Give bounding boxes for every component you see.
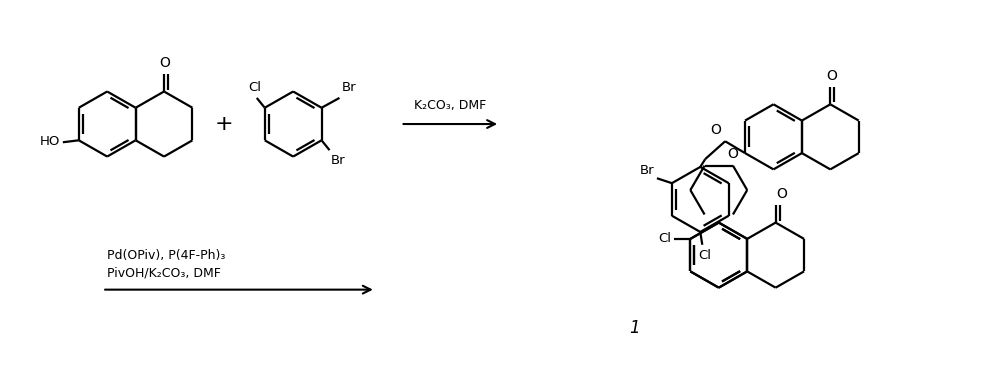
Text: HO: HO	[40, 135, 60, 148]
Text: O: O	[728, 147, 738, 161]
Text: Br: Br	[341, 81, 356, 94]
Text: Br: Br	[331, 154, 345, 167]
Text: Cl: Cl	[658, 232, 671, 246]
Text: +: +	[214, 114, 233, 134]
Text: 1: 1	[629, 319, 640, 337]
Text: Br: Br	[639, 164, 654, 177]
Text: O: O	[826, 69, 837, 83]
Text: PivOH/K₂CO₃, DMF: PivOH/K₂CO₃, DMF	[107, 267, 221, 280]
Text: Cl: Cl	[248, 81, 261, 94]
Text: K₂CO₃, DMF: K₂CO₃, DMF	[414, 99, 486, 112]
Text: Pd(OPiv), P(4F-Ph)₃: Pd(OPiv), P(4F-Ph)₃	[107, 249, 226, 262]
Text: Cl: Cl	[698, 249, 711, 262]
Text: O: O	[776, 187, 787, 201]
Text: O: O	[160, 56, 170, 70]
Text: O: O	[710, 123, 721, 137]
